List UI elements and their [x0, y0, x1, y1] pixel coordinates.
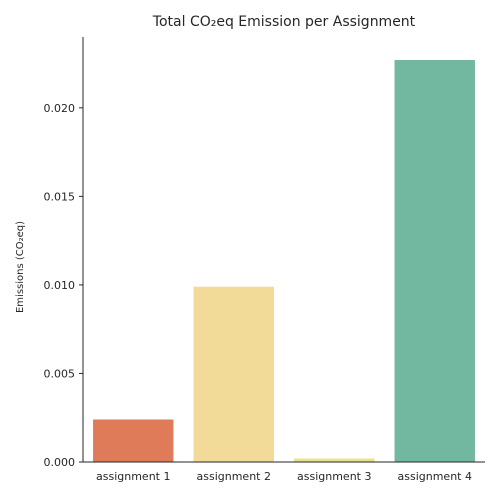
- x-tick-label: assignment 4: [398, 470, 472, 483]
- x-tick-label: assignment 2: [197, 470, 271, 483]
- y-tick-label: 0.005: [44, 367, 76, 380]
- y-tick-label: 0.020: [44, 102, 76, 115]
- bar-assignment-3: [294, 458, 375, 462]
- y-axis-title: Emissions (CO₂eq): [15, 221, 26, 313]
- x-tick-label: assignment 1: [96, 470, 170, 483]
- bar-assignment-1: [93, 419, 174, 462]
- chart-title: Total CO₂eq Emission per Assignment: [152, 14, 416, 30]
- bars-group: [93, 60, 475, 462]
- y-tick-label: 0.000: [44, 456, 76, 469]
- y-tick-label: 0.015: [44, 190, 76, 203]
- bar-assignment-4: [394, 60, 475, 462]
- x-tick-label: assignment 3: [297, 470, 371, 483]
- y-axis-ticks: 0.000 0.005 0.010 0.015 0.020: [44, 102, 83, 469]
- y-tick-label: 0.010: [44, 279, 76, 292]
- x-axis-ticks: assignment 1 assignment 2 assignment 3 assi…: [96, 470, 472, 483]
- bar-assignment-2: [193, 286, 274, 462]
